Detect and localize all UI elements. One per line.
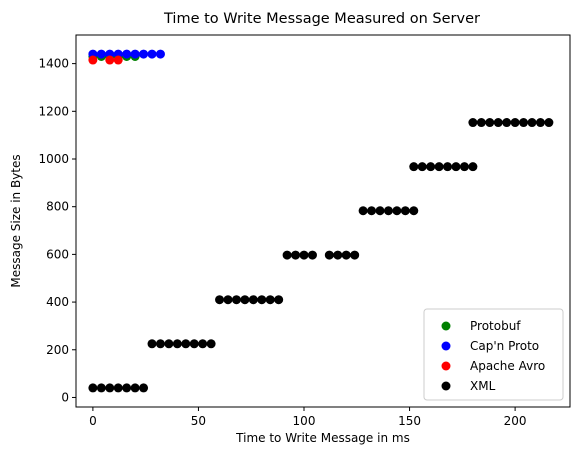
x-tick-label: 100 xyxy=(293,414,316,428)
cap-n-proto-point xyxy=(139,49,149,59)
apache-avro-point xyxy=(105,55,115,65)
y-tick-label: 1200 xyxy=(38,104,69,118)
apache-avro-point xyxy=(88,55,98,65)
legend-marker-protobuf xyxy=(441,321,451,331)
xml-point xyxy=(409,206,419,216)
legend-box xyxy=(423,308,564,401)
axis-ticks: 0 50 100 150 200 0 200 400 600 800 1000 1200 1400 xyxy=(38,57,526,428)
legend-label-xml: XML xyxy=(470,379,496,393)
xml-point xyxy=(265,295,275,305)
xml-point xyxy=(519,118,529,128)
legend-marker-apache-avro xyxy=(441,361,451,371)
xml-point xyxy=(215,295,225,305)
xml-point xyxy=(291,250,301,260)
xml-point xyxy=(189,339,199,349)
x-tick-label: 150 xyxy=(398,414,421,428)
legend: Protobuf Cap'n Proto Apache Avro XML xyxy=(423,308,564,401)
xml-point xyxy=(299,250,309,260)
xml-point xyxy=(181,339,191,349)
xml-point xyxy=(164,339,174,349)
chart-title: Time to Write Message Measured on Server xyxy=(163,11,480,27)
xml-point xyxy=(535,118,545,128)
xml-point xyxy=(231,295,241,305)
xml-point xyxy=(434,162,444,172)
cap-n-proto-point xyxy=(130,49,140,59)
legend-label-apache-avro: Apache Avro xyxy=(470,359,545,373)
xml-point xyxy=(493,118,503,128)
xml-point xyxy=(324,250,334,260)
xml-point xyxy=(257,295,267,305)
x-tick-label: 0 xyxy=(89,414,97,428)
xml-point xyxy=(350,250,360,260)
xml-point xyxy=(485,118,495,128)
y-tick-label: 1400 xyxy=(38,57,69,71)
cap-n-proto-point xyxy=(155,49,165,59)
xml-point xyxy=(400,206,410,216)
xml-point xyxy=(206,339,216,349)
y-axis-title: Message Size in Bytes xyxy=(9,154,23,287)
legend-label-cap-n-proto: Cap'n Proto xyxy=(470,339,539,353)
y-tick-label: 600 xyxy=(46,247,69,261)
xml-point xyxy=(139,383,149,393)
legend-marker-xml xyxy=(441,381,451,391)
xml-point xyxy=(88,383,98,393)
x-axis-title: Time to Write Message in ms xyxy=(235,431,410,445)
y-tick-label: 800 xyxy=(46,200,69,214)
xml-point xyxy=(122,383,132,393)
xml-point xyxy=(147,339,157,349)
xml-point xyxy=(333,250,343,260)
y-tick-label: 1000 xyxy=(38,152,69,166)
xml-point xyxy=(476,118,486,128)
xml-point xyxy=(502,118,512,128)
cap-n-proto-point xyxy=(96,49,106,59)
xml-point xyxy=(358,206,368,216)
xml-point xyxy=(172,339,182,349)
xml-point xyxy=(274,295,284,305)
xml-point xyxy=(392,206,402,216)
xml-point xyxy=(130,383,140,393)
y-tick-label: 0 xyxy=(61,390,69,404)
legend-label-protobuf: Protobuf xyxy=(470,319,521,333)
xml-point xyxy=(240,295,250,305)
xml-point xyxy=(510,118,520,128)
xml-point xyxy=(409,162,419,172)
xml-point xyxy=(383,206,393,216)
xml-point xyxy=(223,295,233,305)
xml-point xyxy=(341,250,351,260)
xml-point xyxy=(248,295,258,305)
xml-point xyxy=(367,206,377,216)
xml-point xyxy=(451,162,461,172)
xml-point xyxy=(468,118,478,128)
xml-point xyxy=(375,206,385,216)
xml-point xyxy=(307,250,317,260)
x-tick-label: 50 xyxy=(191,414,206,428)
xml-point xyxy=(105,383,115,393)
cap-n-proto-point xyxy=(122,49,132,59)
xml-point xyxy=(417,162,427,172)
xml-point xyxy=(155,339,165,349)
legend-marker-cap-n-proto xyxy=(441,341,451,351)
cap-n-proto-point xyxy=(147,49,157,59)
xml-point xyxy=(459,162,469,172)
xml-point xyxy=(443,162,453,172)
y-tick-label: 400 xyxy=(46,295,69,309)
y-tick-label: 200 xyxy=(46,343,69,357)
data-points xyxy=(88,49,554,393)
xml-point xyxy=(468,162,478,172)
xml-point xyxy=(282,250,292,260)
xml-point xyxy=(426,162,436,172)
xml-point xyxy=(527,118,537,128)
xml-point xyxy=(544,118,554,128)
xml-point xyxy=(198,339,208,349)
apache-avro-point xyxy=(113,55,123,65)
x-tick-label: 200 xyxy=(504,414,527,428)
xml-point xyxy=(96,383,106,393)
xml-point xyxy=(113,383,123,393)
